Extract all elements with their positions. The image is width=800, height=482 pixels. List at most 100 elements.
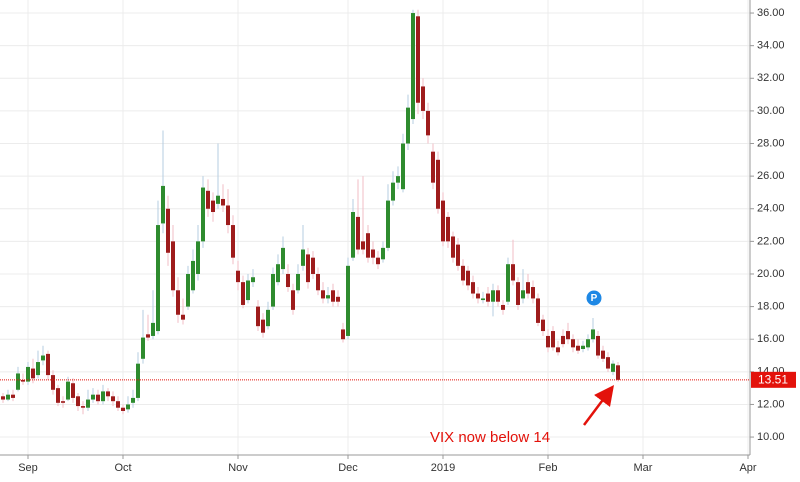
- y-tick-label: 20.00: [757, 268, 785, 280]
- candle-body: [31, 368, 35, 379]
- axes: 10.0012.0014.0016.0018.0020.0022.0024.00…: [18, 7, 796, 474]
- candle-body: [161, 185, 165, 224]
- x-tick-label: Dec: [338, 462, 358, 474]
- candle-body: [96, 394, 100, 402]
- candle-body: [416, 16, 420, 103]
- x-tick-label: Apr: [739, 462, 756, 474]
- candle-body: [141, 337, 145, 359]
- candle-body: [586, 339, 590, 348]
- candle-body: [276, 264, 280, 283]
- candle-body: [76, 396, 80, 407]
- x-tick-label: 2019: [431, 462, 455, 474]
- candle-body: [201, 187, 205, 242]
- candle-body: [16, 373, 20, 390]
- candle-body: [581, 345, 585, 349]
- event-marker[interactable]: [586, 290, 602, 306]
- candle-body: [196, 241, 200, 274]
- candle-body: [71, 383, 75, 398]
- x-tick-label: Sep: [18, 462, 38, 474]
- candle-body: [506, 264, 510, 302]
- candle-body: [256, 306, 260, 327]
- candle-body: [221, 198, 225, 206]
- event-marker-label[interactable]: P: [591, 293, 598, 304]
- candle-body: [51, 375, 55, 390]
- candle-body: [516, 282, 520, 305]
- y-tick-label: 16.00: [757, 333, 785, 345]
- candle-body: [401, 143, 405, 190]
- candle-body: [241, 282, 245, 305]
- candle-body: [476, 293, 480, 299]
- y-tick-label: 18.00: [757, 301, 785, 313]
- candle-body: [591, 329, 595, 340]
- candle-body: [36, 362, 40, 376]
- candle-body: [26, 366, 30, 382]
- candle-body: [396, 176, 400, 183]
- last-price-box: [751, 371, 796, 388]
- x-tick-label: Nov: [228, 462, 248, 474]
- candle-body: [531, 287, 535, 299]
- candle-body: [321, 290, 325, 299]
- candle-body: [511, 264, 515, 281]
- candle-body: [11, 394, 15, 398]
- y-tick-label: 32.00: [757, 72, 785, 84]
- candle-body: [596, 335, 600, 356]
- candle-body: [6, 394, 10, 400]
- annotation-arrow: [583, 385, 614, 426]
- candle-body: [356, 216, 360, 250]
- candle-body: [136, 363, 140, 398]
- x-tick-label: Oct: [114, 462, 131, 474]
- candle-body: [526, 282, 530, 294]
- candle-body: [431, 151, 435, 183]
- candle-body: [466, 270, 470, 286]
- annotation: VIX now below 14: [430, 429, 550, 446]
- candle-body: [441, 200, 445, 242]
- candle-body: [341, 329, 345, 340]
- candle-body: [601, 350, 605, 359]
- candle-body: [576, 345, 580, 351]
- candle-body: [46, 353, 50, 376]
- candle-body: [521, 290, 525, 299]
- candle-body: [611, 363, 615, 372]
- candle-body: [171, 241, 175, 291]
- candle-body: [266, 309, 270, 327]
- candle-body: [236, 270, 240, 283]
- candle-body: [296, 273, 300, 291]
- x-tick-label: Mar: [634, 462, 653, 474]
- candle-body: [191, 260, 195, 291]
- candle-body: [561, 335, 565, 345]
- candle-body: [21, 379, 25, 382]
- candle-body: [286, 273, 290, 288]
- candle-body: [291, 290, 295, 310]
- candle-body: [281, 247, 285, 270]
- candle-body: [306, 254, 310, 283]
- candle-body: [606, 357, 610, 369]
- candle-body: [61, 401, 65, 403]
- candle-body: [481, 298, 485, 301]
- candle-body: [166, 208, 170, 253]
- y-tick-label: 26.00: [757, 170, 785, 182]
- candle-body: [331, 290, 335, 302]
- candle-body: [311, 257, 315, 274]
- candle-body: [496, 290, 500, 302]
- candle-body: [471, 282, 475, 294]
- candle-body: [261, 319, 265, 333]
- candle-body: [151, 322, 155, 336]
- plot-area: [0, 9, 750, 415]
- candle-body: [456, 244, 460, 266]
- candle-body: [216, 195, 220, 204]
- candle-body: [41, 355, 45, 361]
- candle-body: [111, 396, 115, 402]
- candle-body: [381, 247, 385, 260]
- candle-body: [1, 396, 5, 400]
- candle-body: [156, 225, 160, 332]
- candle-body: [246, 280, 250, 301]
- candle-body: [121, 407, 125, 411]
- candle-body: [376, 257, 380, 265]
- candle-body: [336, 296, 340, 302]
- candle-body: [426, 110, 430, 136]
- candle-body: [56, 388, 60, 403]
- candle-body: [116, 401, 120, 408]
- candle-body: [461, 265, 465, 281]
